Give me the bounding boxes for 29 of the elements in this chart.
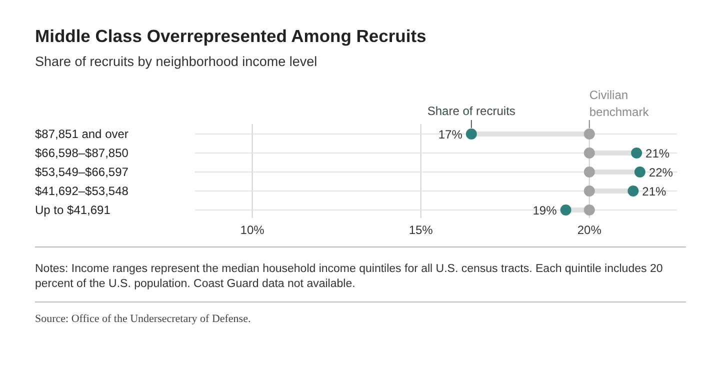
point bbox=[634, 166, 646, 178]
data-label: 19% bbox=[532, 204, 558, 218]
point bbox=[584, 148, 595, 158]
data-label: 21% bbox=[646, 146, 670, 160]
point bbox=[584, 166, 595, 178]
point bbox=[584, 128, 595, 140]
data-label: 17% bbox=[438, 128, 463, 142]
point bbox=[466, 128, 477, 140]
point bbox=[560, 204, 572, 216]
x-tick-label: 15% bbox=[408, 223, 434, 238]
y-tick-label: $66,598–$87,850 bbox=[35, 146, 129, 160]
chart-subtitle: Share of recruits by neighborhood income level bbox=[35, 54, 318, 69]
source-note: Source: Office of the Undersecretary of Defense. bbox=[35, 313, 251, 325]
x-tick-label: 10% bbox=[240, 223, 265, 238]
series-label: Share of recruits bbox=[427, 104, 516, 118]
data-label: 21% bbox=[642, 184, 667, 198]
data-label: 22% bbox=[648, 166, 674, 180]
y-tick-label: $41,692–$53,548 bbox=[35, 184, 129, 198]
text: Notes: Income ranges represent the median household income quintiles for all U.S. census tracts. Each quintile includes 20 percent of the U.S. population. Coast Guard data not available. bbox=[35, 263, 663, 290]
point bbox=[628, 186, 639, 196]
point bbox=[584, 186, 595, 196]
series-label: Civilian benchmark bbox=[589, 88, 650, 119]
chart-title: Middle Class Overrepresented Among Recruits bbox=[35, 26, 427, 46]
y-tick-label: $53,549–$66,597 bbox=[35, 165, 129, 179]
point bbox=[631, 148, 642, 158]
y-tick-label: Up to $41,691 bbox=[35, 203, 111, 217]
point bbox=[584, 204, 595, 216]
y-tick-label: $87,851 and over bbox=[35, 127, 128, 141]
x-tick-label: 20% bbox=[577, 223, 602, 238]
